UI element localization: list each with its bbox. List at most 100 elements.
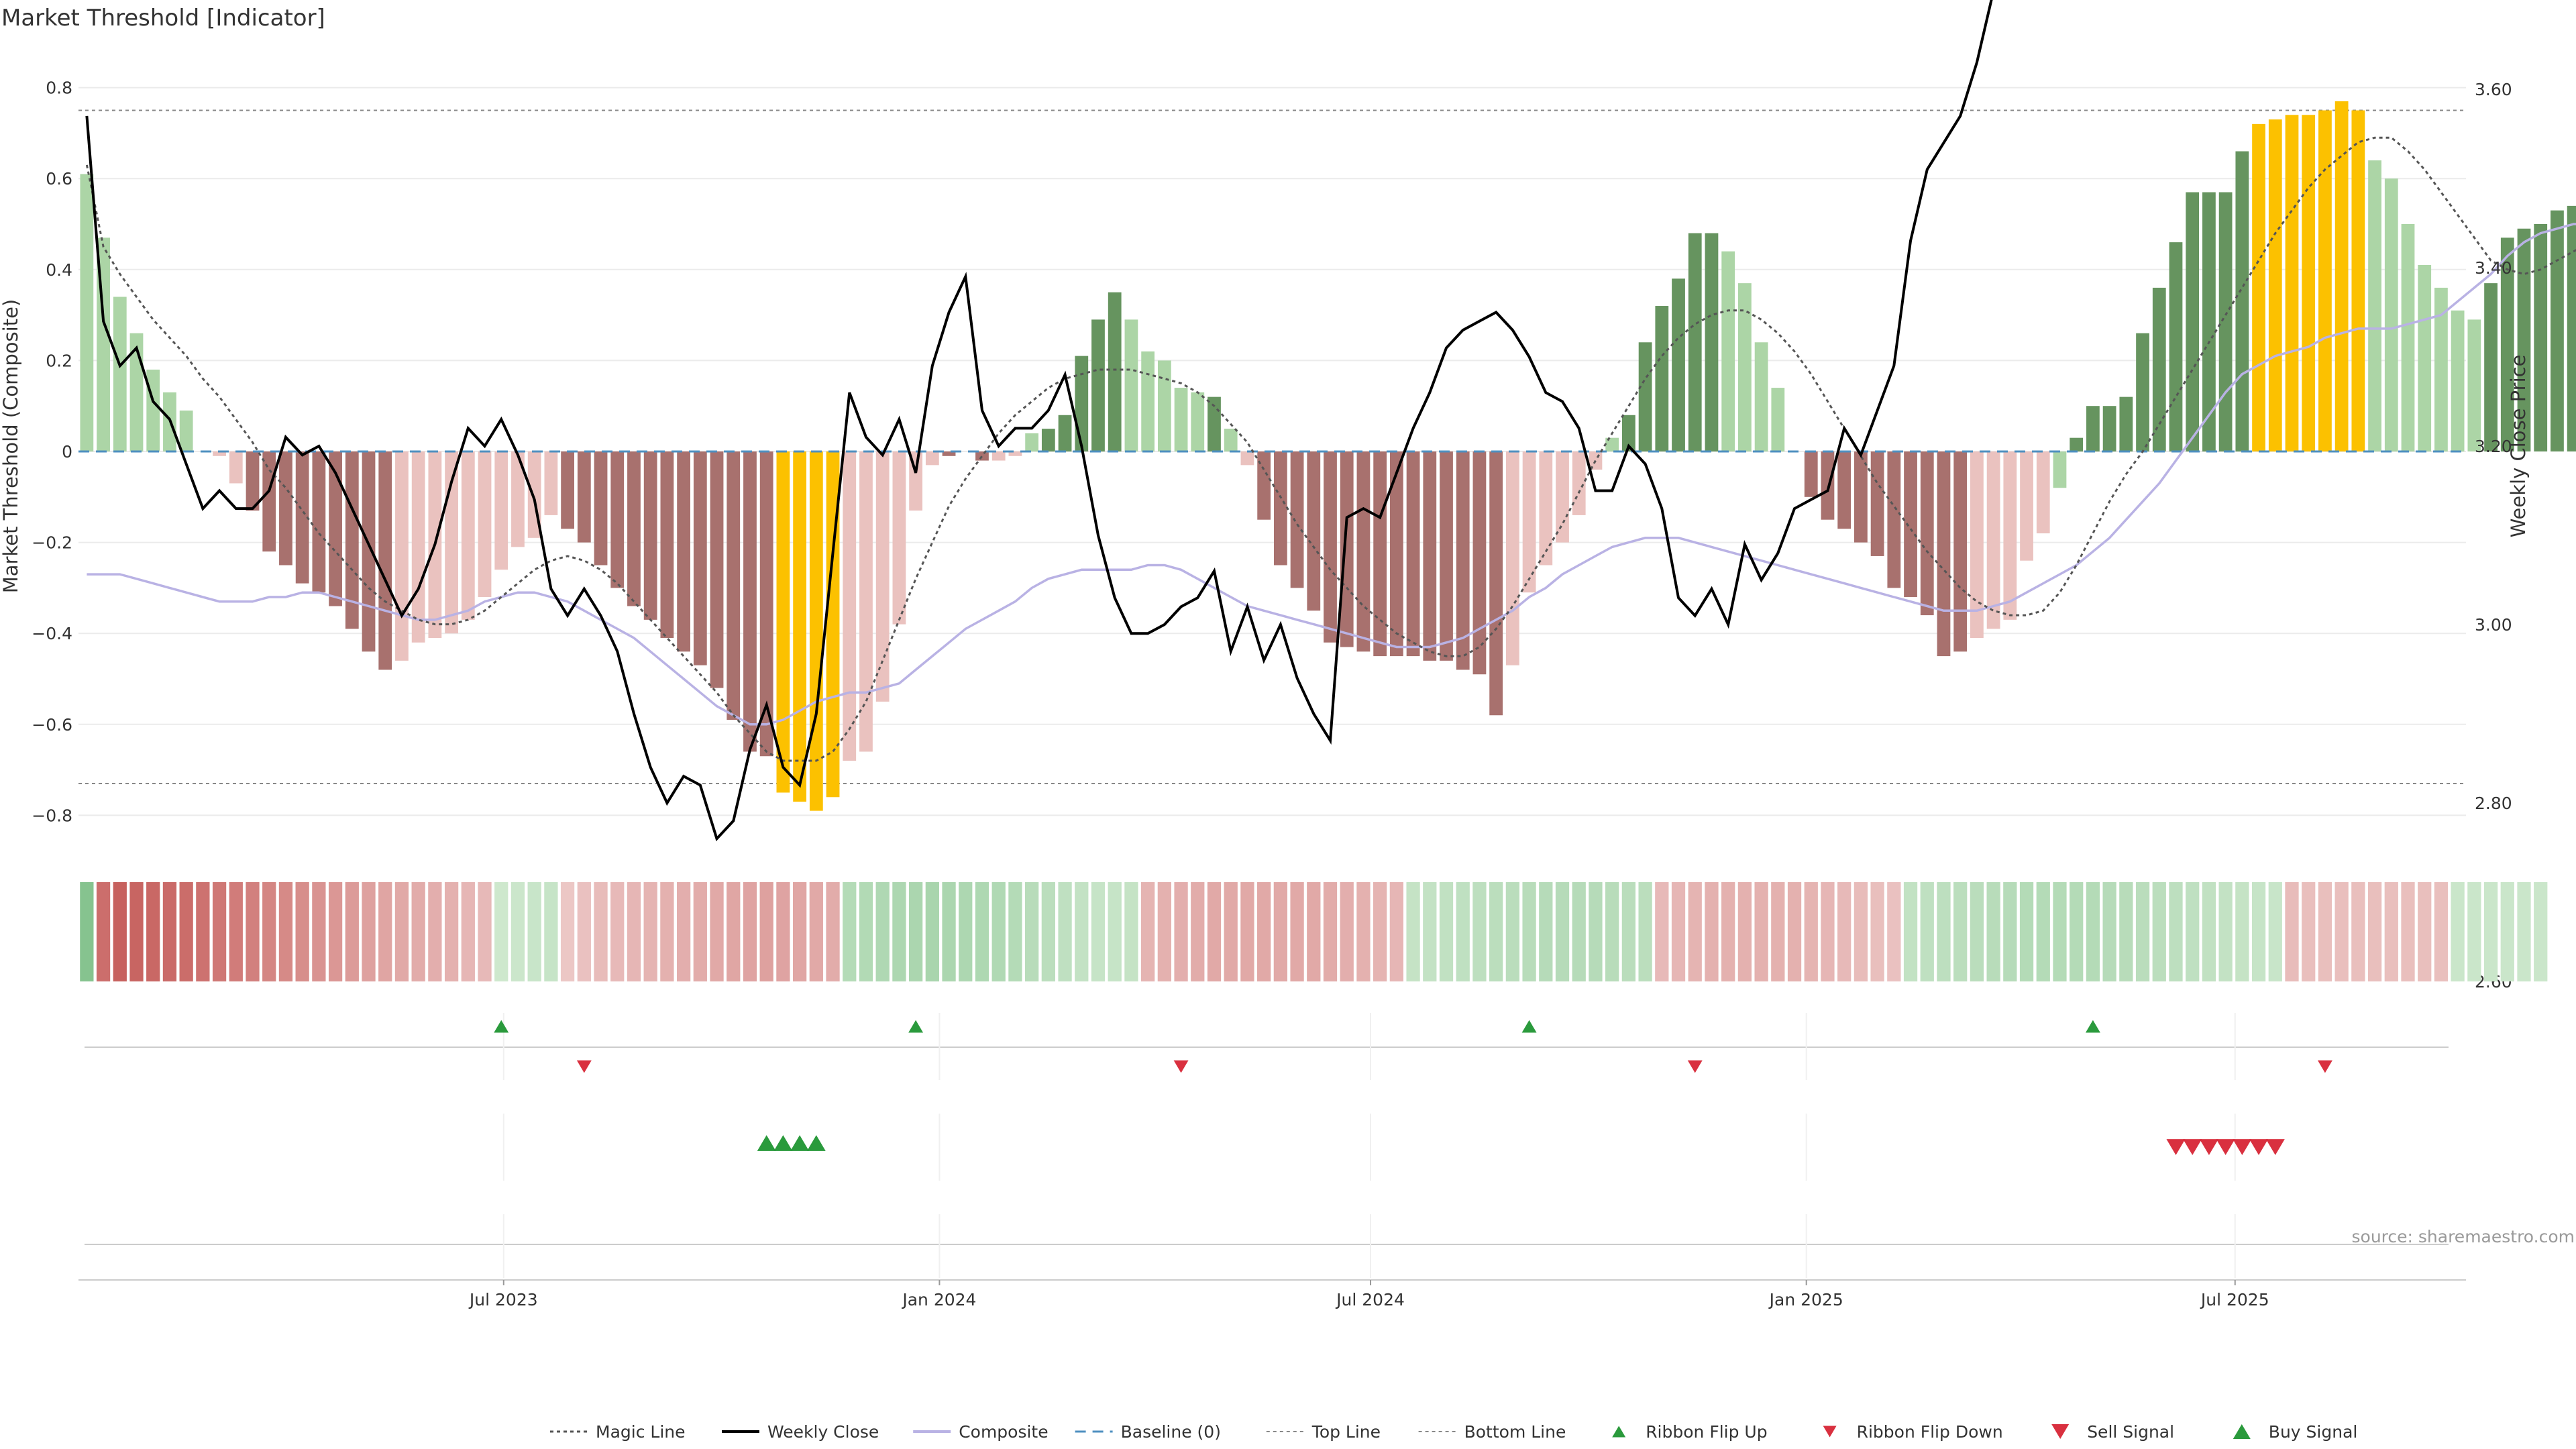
threshold-bar	[378, 451, 392, 670]
ribbon-cell	[229, 882, 243, 981]
ribbon-cell	[1456, 882, 1470, 981]
threshold-bar	[1953, 451, 1968, 652]
threshold-bar	[793, 451, 807, 802]
legend-label: Magic Line	[596, 1422, 686, 1442]
ribbon-cell	[2483, 882, 2498, 981]
threshold-bar	[1373, 451, 1387, 657]
threshold-bar	[312, 451, 326, 593]
ribbon-cell	[511, 882, 525, 981]
threshold-bar	[2235, 151, 2249, 451]
ribbon-cell	[278, 882, 293, 981]
ribbon-cell	[1406, 882, 1420, 981]
left-axis-label: Market Threshold (Composite)	[0, 299, 22, 593]
ribbon-cell	[113, 882, 127, 981]
threshold-bar	[1771, 388, 1785, 451]
ribbon-cell	[1307, 882, 1321, 981]
ribbon-cell	[1423, 882, 1437, 981]
threshold-bar	[610, 451, 625, 588]
threshold-bar	[2020, 451, 2033, 561]
threshold-bar	[1091, 319, 1105, 451]
threshold-bar	[179, 410, 193, 451]
threshold-bar	[2202, 192, 2216, 451]
ribbon-cell	[859, 882, 873, 981]
threshold-bar	[1904, 451, 1917, 597]
threshold-bar	[2285, 115, 2299, 451]
ribbon-cell	[2334, 882, 2349, 981]
ribbon-cell	[942, 882, 956, 981]
left-tick-label: 0	[62, 442, 72, 462]
threshold-bar	[1041, 429, 1055, 451]
ribbon-cell	[544, 882, 558, 981]
threshold-bar	[1854, 451, 1868, 543]
legend-item-magic: Magic Line	[550, 1422, 686, 1442]
threshold-bar	[2351, 110, 2365, 451]
threshold-bar	[362, 451, 376, 652]
ribbon-cell	[478, 882, 492, 981]
ribbon-cell	[2019, 882, 2034, 981]
threshold-bar	[213, 451, 226, 456]
threshold-bar	[2334, 101, 2349, 451]
threshold-bar	[146, 369, 160, 451]
ribbon-cell	[710, 882, 724, 981]
threshold-bar	[2534, 224, 2548, 451]
threshold-bar	[843, 451, 857, 761]
legend-label: Bottom Line	[1464, 1422, 1566, 1442]
ribbon-cell	[2517, 882, 2531, 981]
ribbon-cell	[1174, 882, 1188, 981]
threshold-bar	[395, 451, 409, 661]
legend-label: Baseline (0)	[1121, 1422, 1221, 1442]
ribbon-cell	[1356, 882, 1371, 981]
left-tick-label: 0.8	[46, 78, 72, 98]
threshold-bar	[1986, 451, 2000, 629]
ribbon-cell	[1655, 882, 1669, 981]
threshold-bar	[1075, 356, 1089, 451]
x-tick-label: Jan 2025	[1768, 1290, 1843, 1309]
threshold-bar	[809, 451, 823, 811]
sell-signal-marker	[2249, 1139, 2269, 1155]
main-panel: 0.80.60.40.20−0.2−0.4−0.6−0.8 4.204.003.…	[32, 0, 2576, 991]
ribbon-cell	[494, 882, 508, 981]
legend: Magic Line Weekly Close Composite Baseline …	[550, 1422, 2357, 1442]
ribbon-cell	[2169, 882, 2183, 981]
ribbon-cell	[643, 882, 657, 981]
ribbon-cell	[2135, 882, 2150, 981]
threshold-bar	[1324, 451, 1337, 643]
threshold-bar	[1240, 451, 1254, 466]
threshold-bar	[1489, 451, 1503, 716]
buy-signal-marker	[773, 1135, 793, 1151]
threshold-bar	[2003, 451, 2017, 620]
threshold-bar	[329, 451, 342, 606]
ribbon-cell	[2036, 882, 2050, 981]
right-axis-label: Weekly Close Price	[2507, 355, 2530, 538]
threshold-bar	[1290, 451, 1304, 588]
ribbon-cell	[179, 882, 193, 981]
threshold-bar	[511, 451, 525, 547]
threshold-bar	[1505, 451, 1519, 665]
threshold-bar	[2036, 451, 2050, 534]
threshold-bar	[776, 451, 790, 793]
threshold-bar	[1008, 451, 1022, 456]
threshold-bar	[1920, 451, 1934, 616]
threshold-bar	[1257, 451, 1271, 520]
ribbon-flip-up-marker	[2085, 1020, 2100, 1033]
threshold-bar	[1025, 433, 1039, 451]
threshold-bar	[2186, 192, 2200, 451]
composite-line	[87, 223, 2576, 726]
threshold-bar	[1539, 451, 1553, 566]
legend-item-baseline: Baseline (0)	[1075, 1422, 1221, 1442]
threshold-bar	[677, 451, 690, 652]
threshold-bar	[262, 451, 276, 552]
legend-label: Ribbon Flip Down	[1857, 1422, 2003, 1442]
ribbon-cell	[925, 882, 939, 981]
ribbon-cell	[461, 882, 475, 981]
threshold-bar	[2318, 110, 2332, 451]
threshold-bar	[2302, 115, 2316, 451]
ribbon-flip-down-marker	[1173, 1060, 1189, 1073]
ribbon-cell	[1937, 882, 1951, 981]
ribbon-cell	[1854, 882, 1868, 981]
ribbon-cell	[2418, 882, 2432, 981]
threshold-bar	[1058, 415, 1072, 451]
ribbon-cell	[2318, 882, 2332, 981]
threshold-bar	[1688, 233, 1702, 451]
x-tick-label: Jul 2025	[2200, 1290, 2269, 1309]
